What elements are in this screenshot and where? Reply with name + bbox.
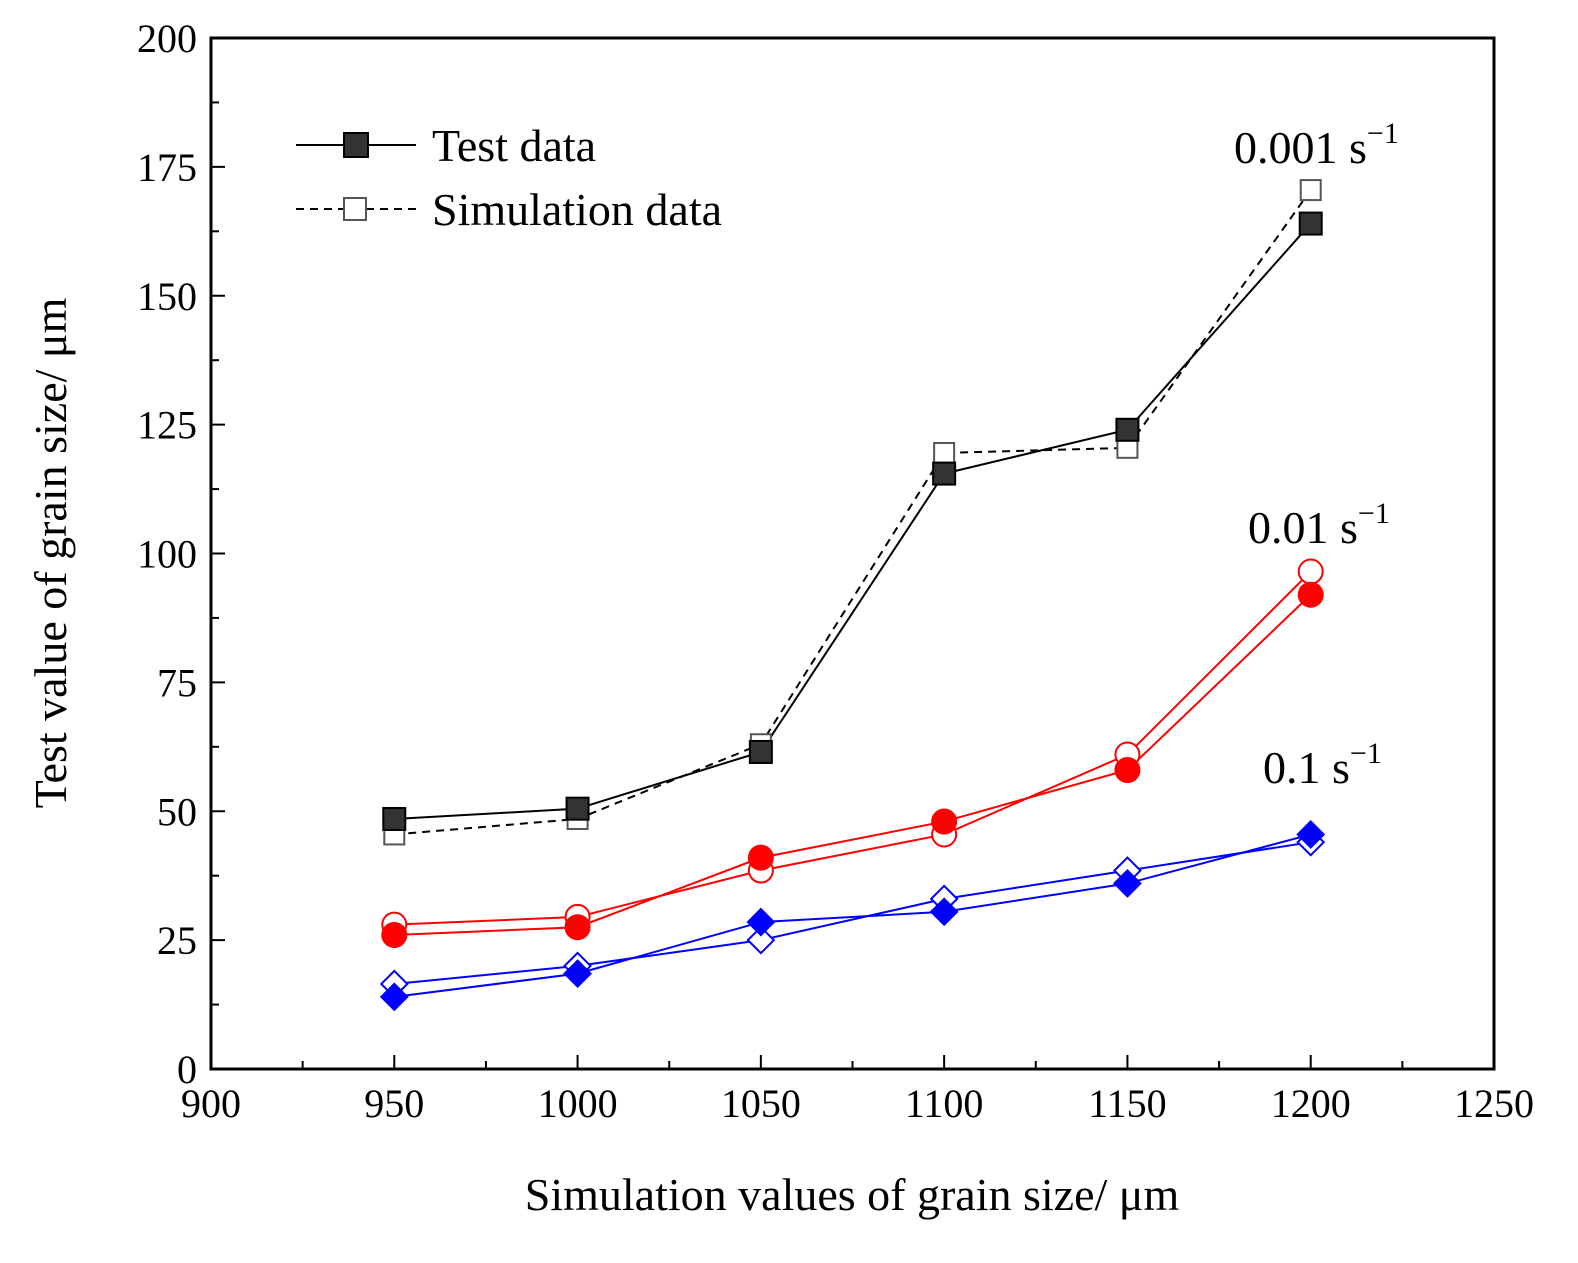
legend-entry-test: Test data <box>296 120 596 171</box>
annotation-rate-0001-base: 0.001 s <box>1234 122 1367 173</box>
y-tick-label: 125 <box>137 403 197 448</box>
test-point <box>563 959 592 989</box>
x-tick-label: 900 <box>181 1081 241 1126</box>
test-point <box>1114 757 1141 784</box>
test-point <box>746 907 776 937</box>
x-axis-title: Simulation values of grain size/ μm <box>525 1169 1180 1220</box>
test-point <box>932 461 957 486</box>
simulation-point <box>746 925 776 955</box>
y-tick-label: 175 <box>137 145 197 190</box>
legend: Test data Simulation data <box>296 120 722 235</box>
y-tick-label: 0 <box>177 1047 197 1092</box>
simulation-point <box>933 441 956 464</box>
test-point <box>381 921 408 948</box>
x-tick-label: 1100 <box>905 1081 984 1126</box>
y-tick-label: 50 <box>157 789 197 834</box>
test-line-2 <box>394 833 1311 998</box>
test-point <box>931 808 958 835</box>
test-point <box>1115 417 1140 442</box>
legend-simulation-label: Simulation data <box>432 184 722 235</box>
series-annotations: 0.001 s−1 0.01 s−1 0.1 s−1 <box>1234 117 1399 793</box>
annotation-rate-0001-exp: −1 <box>1367 117 1399 150</box>
x-tick-label: 1050 <box>721 1081 801 1126</box>
simulation-point <box>1299 179 1322 202</box>
simulation-line-1 <box>394 570 1312 926</box>
series-group-0 <box>382 179 1323 846</box>
test-point <box>929 897 959 927</box>
test-point <box>379 982 409 1012</box>
test-point <box>565 796 590 821</box>
tick-marks: 900 950 1000 1050 1100 1150 1200 1250 0 25 50 75 100… <box>137 16 1534 1126</box>
x-tick-label: 1250 <box>1454 1081 1534 1126</box>
annotation-rate-001-base: 0.01 s <box>1248 502 1358 553</box>
y-axis-title: Test value of grain size/ μm <box>25 297 76 808</box>
annotation-rate-01-base: 0.1 s <box>1263 742 1350 793</box>
test-point <box>1297 581 1324 608</box>
x-tick-label: 1000 <box>538 1081 618 1126</box>
series-group-1 <box>381 558 1324 948</box>
legend-test-label: Test data <box>432 120 596 171</box>
test-point <box>382 806 407 831</box>
legend-simulation-marker <box>343 197 367 221</box>
test-point <box>1296 820 1326 849</box>
series-group-2 <box>379 820 1326 1012</box>
y-tick-label: 150 <box>137 274 197 319</box>
test-point <box>748 739 773 764</box>
test-point <box>1113 869 1142 898</box>
simulation-point <box>1297 558 1324 585</box>
legend-entry-simulation: Simulation data <box>296 184 722 235</box>
x-tick-label: 950 <box>364 1081 424 1126</box>
test-point <box>747 844 774 871</box>
annotation-rate-001-exp: −1 <box>1358 497 1390 530</box>
y-tick-label: 100 <box>137 532 197 577</box>
annotation-rate-0001: 0.001 s−1 <box>1234 117 1399 173</box>
legend-test-marker <box>343 132 369 158</box>
annotation-rate-001: 0.01 s−1 <box>1248 497 1390 553</box>
y-tick-label: 25 <box>157 918 197 963</box>
test-point <box>1298 211 1323 236</box>
test-point <box>564 914 591 941</box>
simulation-line-0 <box>394 189 1312 836</box>
y-tick-label: 75 <box>157 660 197 705</box>
annotation-rate-01-exp: −1 <box>1350 737 1382 770</box>
x-tick-label: 1200 <box>1271 1081 1351 1126</box>
series <box>379 179 1326 1012</box>
test-line-1 <box>394 594 1312 936</box>
annotation-rate-01: 0.1 s−1 <box>1263 737 1382 793</box>
simulation-line-2 <box>394 841 1311 985</box>
y-tick-label: 200 <box>137 16 197 61</box>
test-line-0 <box>394 222 1312 820</box>
x-tick-label: 1150 <box>1088 1081 1167 1126</box>
